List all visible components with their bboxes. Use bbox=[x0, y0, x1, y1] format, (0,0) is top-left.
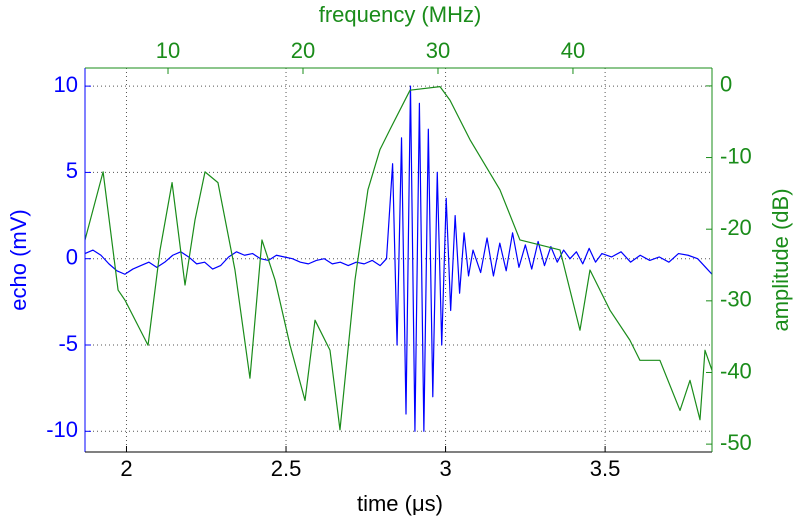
x2-tick-label: 30 bbox=[426, 38, 450, 63]
y-tick-label: -10 bbox=[46, 417, 78, 442]
x2-axis-label: frequency (MHz) bbox=[319, 2, 482, 27]
y2-tick-label: -50 bbox=[720, 430, 752, 455]
x-axis-label: time (μs) bbox=[357, 491, 443, 516]
lines bbox=[85, 85, 712, 432]
x2-tick-label: 40 bbox=[561, 38, 585, 63]
y2-tick-label: -40 bbox=[720, 358, 752, 383]
x2-tick-label: 10 bbox=[156, 38, 180, 63]
x-tick-label: 2 bbox=[120, 456, 132, 481]
y-tick-label: 0 bbox=[66, 245, 78, 270]
y2-axis-label: amplitude (dB) bbox=[768, 188, 793, 331]
y2-tick-label: -30 bbox=[720, 287, 752, 312]
y-tick-label: -5 bbox=[58, 331, 78, 356]
series-line bbox=[85, 86, 712, 431]
x2-tick-label: 20 bbox=[291, 38, 315, 63]
y-axis-label: echo (mV) bbox=[6, 209, 31, 310]
y2-tick-label: 0 bbox=[720, 72, 732, 97]
y-tick-label: 10 bbox=[54, 72, 78, 97]
x-tick-label: 2.5 bbox=[271, 456, 302, 481]
y-tick-label: 5 bbox=[66, 158, 78, 183]
y2-tick-label: -10 bbox=[720, 143, 752, 168]
y2-tick-label: -20 bbox=[720, 215, 752, 240]
x-tick-label: 3 bbox=[439, 456, 451, 481]
series-line bbox=[85, 85, 712, 432]
x-tick-label: 3.5 bbox=[590, 456, 621, 481]
